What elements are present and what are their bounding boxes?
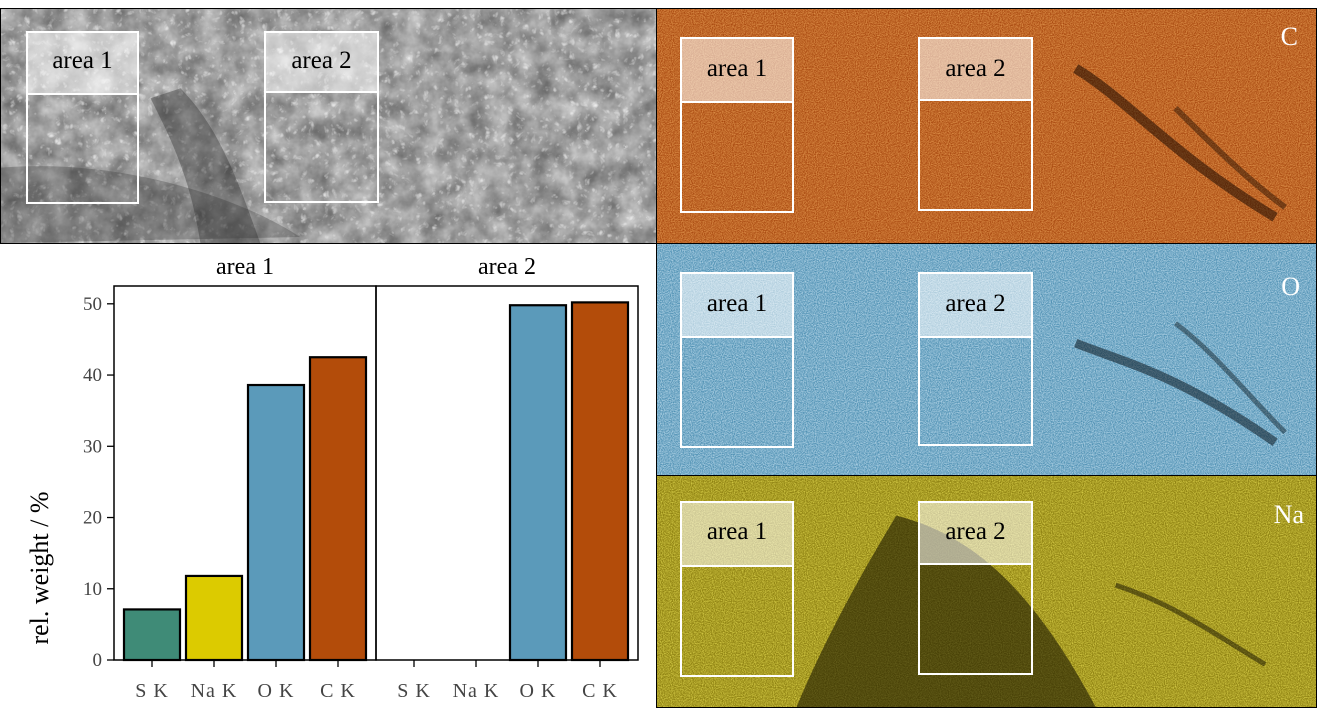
carbon-map-panel: area 1 area 2 C — [656, 8, 1317, 245]
oxygen-area-1-label: area 1 — [682, 274, 792, 338]
sem-area-1-label: area 1 — [28, 33, 137, 95]
x-tick-label: S K — [135, 680, 169, 702]
weight-bar-chart: rel. weight / % 0 10 20 30 40 50 area 1 S K Na K… — [25, 254, 639, 702]
y-tick-label: 50 — [83, 294, 102, 315]
oxygen-element-label: O — [1281, 272, 1300, 301]
x-tick-label: C K — [320, 680, 356, 702]
x-tick-label: O K — [520, 680, 557, 702]
facet-title-1: area 1 — [216, 254, 274, 280]
sem-area-1-box: area 1 — [26, 31, 139, 204]
sodium-area-1-box: area 1 — [680, 501, 794, 677]
carbon-area-2-box: area 2 — [918, 37, 1033, 211]
y-axis-label: rel. weight / % — [25, 491, 54, 644]
bar-area-1-s-k — [122, 608, 182, 662]
oxygen-map — [657, 244, 1316, 476]
y-tick-label: 40 — [83, 365, 102, 386]
bar-area-2-c-k — [570, 301, 630, 662]
sem-area-2-label: area 2 — [266, 33, 377, 93]
bar-area-2-o-k — [508, 304, 568, 662]
carbon-element-label: C — [1280, 22, 1298, 51]
x-tick-label: O K — [258, 680, 295, 702]
bar-area-1-c-k — [308, 356, 368, 662]
x-tick-label: Na K — [453, 680, 500, 702]
sem-image-panel: area 1 area 2 — [0, 8, 661, 244]
oxygen-map-panel: area 1 area 2 O — [656, 243, 1317, 477]
sodium-area-2-label: area 2 — [920, 503, 1031, 565]
bar-area-1-o-k — [246, 383, 306, 662]
oxygen-area-1-box: area 1 — [680, 272, 794, 448]
y-tick-label: 30 — [83, 436, 102, 457]
sodium-element-label: Na — [1273, 500, 1304, 529]
carbon-area-1-box: area 1 — [680, 37, 794, 213]
y-tick-label: 20 — [83, 508, 102, 529]
bar-area-1-na-k — [184, 574, 244, 662]
sodium-area-1-label: area 1 — [682, 503, 792, 567]
oxygen-area-2-label: area 2 — [920, 274, 1031, 338]
carbon-area-1-label: area 1 — [682, 39, 792, 103]
sodium-area-2-box: area 2 — [918, 501, 1033, 675]
sem-area-2-box: area 2 — [264, 31, 379, 203]
carbon-area-2-label: area 2 — [920, 39, 1031, 101]
y-tick-label: 10 — [83, 579, 102, 600]
x-tick-label: Na K — [191, 680, 238, 702]
x-tick-label: C K — [582, 680, 618, 702]
facet-title-2: area 2 — [478, 254, 536, 280]
oxygen-area-2-box: area 2 — [918, 272, 1033, 446]
sodium-map-panel: area 1 area 2 Na — [656, 475, 1317, 708]
x-tick-label: S K — [397, 680, 431, 702]
facet-frame-area-2 — [375, 285, 639, 661]
y-tick-label: 0 — [93, 650, 103, 671]
